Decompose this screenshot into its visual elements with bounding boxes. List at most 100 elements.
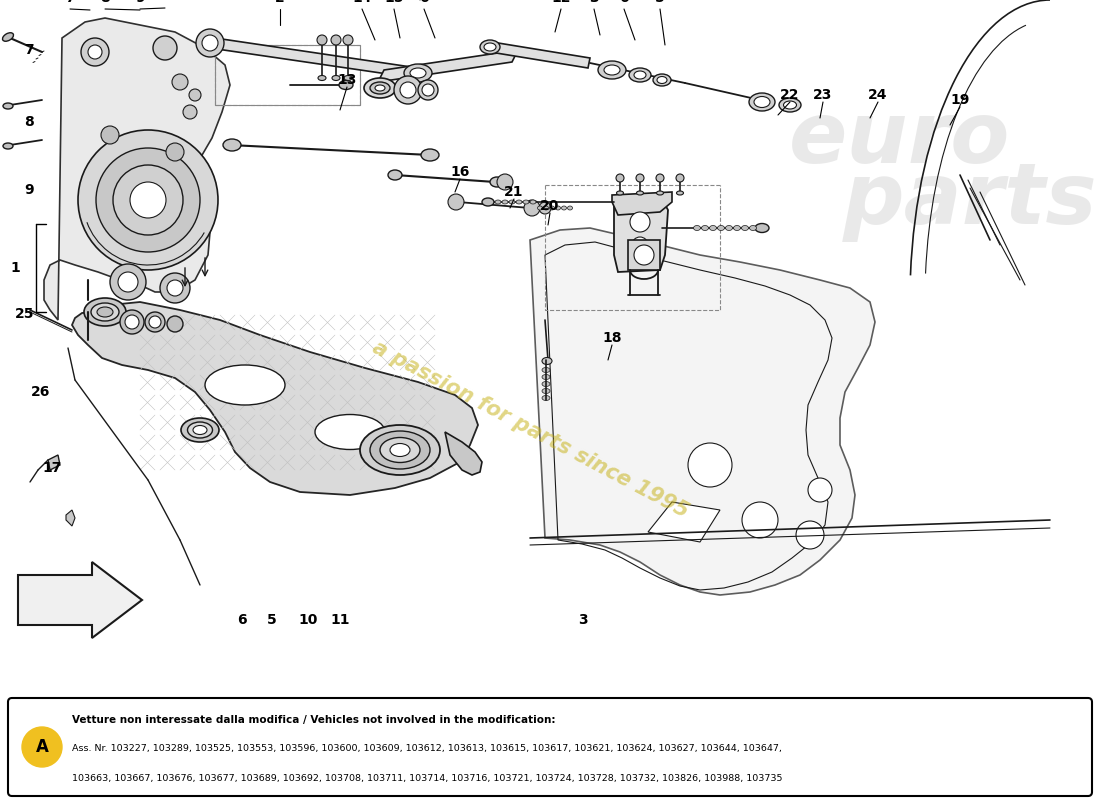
- Text: 7: 7: [65, 0, 75, 5]
- Ellipse shape: [734, 226, 740, 230]
- Text: 19: 19: [950, 93, 970, 107]
- Ellipse shape: [741, 226, 748, 230]
- Circle shape: [166, 143, 184, 161]
- Ellipse shape: [223, 139, 241, 151]
- Ellipse shape: [543, 206, 549, 210]
- Ellipse shape: [370, 82, 390, 94]
- Circle shape: [616, 174, 624, 182]
- Ellipse shape: [97, 307, 113, 317]
- Ellipse shape: [783, 101, 796, 109]
- Ellipse shape: [726, 226, 733, 230]
- Circle shape: [524, 200, 540, 216]
- Ellipse shape: [693, 226, 701, 230]
- Circle shape: [742, 502, 778, 538]
- Circle shape: [688, 443, 732, 487]
- Ellipse shape: [542, 358, 552, 365]
- Ellipse shape: [315, 414, 385, 450]
- Ellipse shape: [484, 43, 496, 51]
- Ellipse shape: [779, 98, 801, 112]
- Ellipse shape: [360, 425, 440, 475]
- Text: 3: 3: [590, 0, 598, 5]
- Circle shape: [167, 280, 183, 296]
- Circle shape: [796, 521, 824, 549]
- Text: 14: 14: [352, 0, 372, 5]
- Ellipse shape: [332, 75, 340, 81]
- Polygon shape: [612, 192, 672, 215]
- Ellipse shape: [538, 206, 542, 210]
- Text: 22: 22: [780, 88, 800, 102]
- Ellipse shape: [182, 418, 219, 442]
- Circle shape: [130, 182, 166, 218]
- Polygon shape: [614, 195, 668, 272]
- Circle shape: [189, 89, 201, 101]
- Text: A: A: [35, 738, 48, 756]
- Text: 18: 18: [603, 331, 622, 345]
- Polygon shape: [18, 562, 142, 638]
- Ellipse shape: [749, 226, 757, 230]
- Circle shape: [148, 316, 161, 328]
- Circle shape: [167, 316, 183, 332]
- Ellipse shape: [530, 200, 536, 204]
- Ellipse shape: [344, 75, 352, 81]
- Circle shape: [539, 202, 551, 214]
- Text: 26: 26: [31, 385, 50, 399]
- Circle shape: [317, 35, 327, 45]
- Text: 17: 17: [43, 461, 62, 475]
- Text: Vetture non interessate dalla modifica / Vehicles not involved in the modificati: Vetture non interessate dalla modifica /…: [72, 715, 556, 725]
- Ellipse shape: [561, 206, 566, 210]
- Ellipse shape: [542, 395, 550, 401]
- Ellipse shape: [205, 365, 285, 405]
- Circle shape: [331, 35, 341, 45]
- Ellipse shape: [676, 191, 683, 195]
- Circle shape: [343, 35, 353, 45]
- Circle shape: [183, 105, 197, 119]
- Ellipse shape: [598, 61, 626, 79]
- Bar: [214, 45, 360, 105]
- Circle shape: [145, 312, 165, 332]
- Ellipse shape: [364, 78, 396, 98]
- Circle shape: [394, 76, 422, 104]
- Text: 7: 7: [24, 43, 34, 57]
- Ellipse shape: [717, 226, 725, 230]
- Ellipse shape: [502, 200, 508, 204]
- Circle shape: [22, 727, 62, 767]
- Polygon shape: [48, 455, 60, 470]
- Text: 13: 13: [338, 73, 356, 87]
- Polygon shape: [44, 18, 230, 320]
- Polygon shape: [210, 38, 418, 78]
- Circle shape: [636, 174, 644, 182]
- Ellipse shape: [84, 298, 126, 326]
- Text: 5: 5: [267, 613, 277, 627]
- Ellipse shape: [2, 33, 13, 42]
- Polygon shape: [648, 502, 720, 542]
- Text: 23: 23: [813, 88, 833, 102]
- Text: 8: 8: [100, 0, 110, 5]
- Ellipse shape: [604, 65, 620, 75]
- Circle shape: [110, 264, 146, 300]
- Text: 3: 3: [579, 613, 587, 627]
- Ellipse shape: [522, 200, 529, 204]
- Text: 20: 20: [540, 199, 560, 213]
- Circle shape: [96, 148, 200, 252]
- Circle shape: [120, 310, 144, 334]
- Circle shape: [160, 273, 190, 303]
- Ellipse shape: [755, 223, 769, 233]
- Polygon shape: [490, 42, 590, 68]
- Ellipse shape: [490, 177, 504, 187]
- Ellipse shape: [404, 64, 432, 82]
- Ellipse shape: [379, 438, 420, 462]
- Ellipse shape: [542, 374, 550, 379]
- Circle shape: [196, 29, 224, 57]
- Text: 11: 11: [330, 613, 350, 627]
- Polygon shape: [378, 50, 518, 82]
- Ellipse shape: [388, 170, 401, 180]
- Circle shape: [422, 84, 435, 96]
- Ellipse shape: [495, 200, 500, 204]
- Circle shape: [88, 45, 102, 59]
- Bar: [628, 240, 660, 270]
- Circle shape: [81, 38, 109, 66]
- Ellipse shape: [187, 422, 212, 438]
- Circle shape: [172, 74, 188, 90]
- Ellipse shape: [657, 191, 663, 195]
- Circle shape: [676, 174, 684, 182]
